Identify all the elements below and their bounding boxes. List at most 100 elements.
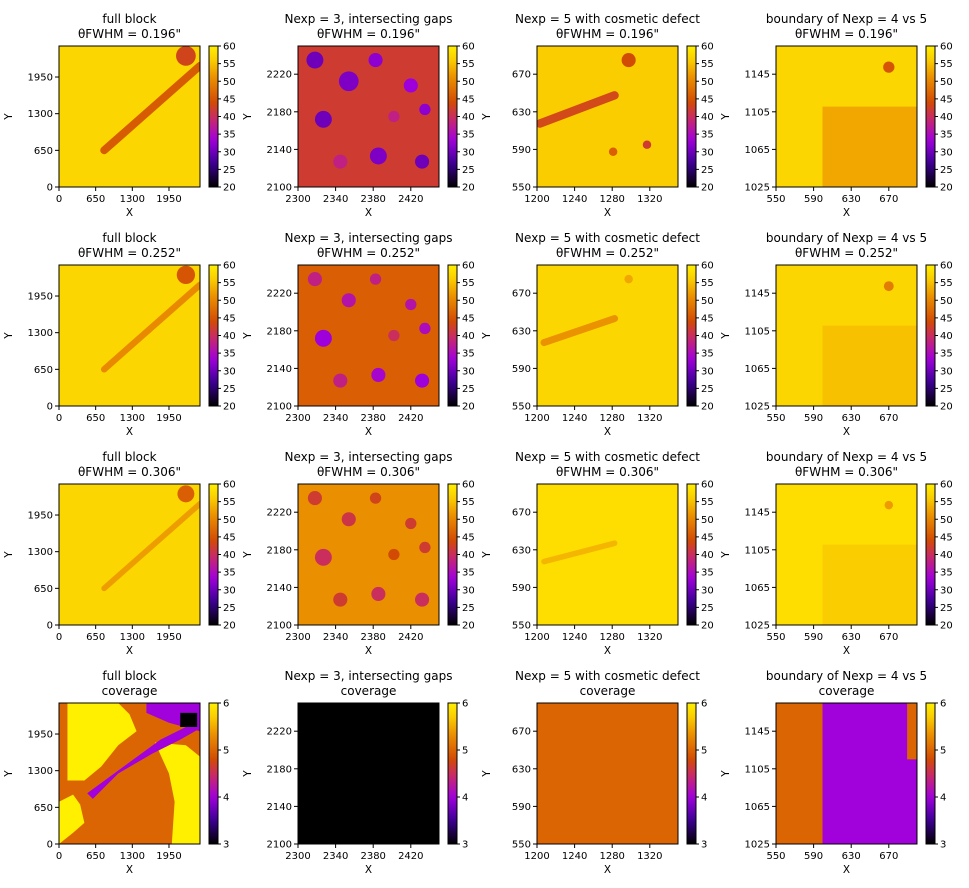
axes-frame	[58, 702, 201, 845]
heatmap-image	[537, 703, 678, 844]
x-tick-label: 630	[842, 194, 861, 205]
colorbar-tick-label: 35	[940, 130, 953, 141]
x-tick-label: 2380	[360, 413, 385, 424]
colorbar-tick-label: 40	[701, 550, 714, 561]
y-axis-label: Y	[242, 770, 254, 778]
colorbar-tick-label: 50	[223, 515, 236, 526]
heatmap-image	[776, 265, 917, 406]
panel-1-2: 1200 1240 1280 1320 550 590 630 670 X Y Nexp = 5 w…	[481, 231, 714, 438]
heatmap-blob	[884, 500, 894, 510]
heatmap-band	[101, 500, 200, 592]
x-tick-label: 2300	[285, 851, 310, 862]
y-tick-label: 630	[512, 326, 531, 337]
x-tick-label: 1300	[120, 194, 145, 205]
colorbar-tick-label: 55	[940, 59, 953, 70]
heatmap-blob	[307, 272, 322, 287]
x-axis-label: X	[604, 645, 611, 657]
heatmap-image	[59, 265, 200, 406]
colorbar-tick-label: 35	[462, 568, 475, 579]
y-tick-label: 0	[47, 621, 53, 632]
heatmap-region	[822, 106, 917, 187]
colorbar-tick-label: 25	[223, 165, 236, 176]
colorbar	[208, 483, 219, 626]
colorbar-tick-label: 40	[940, 331, 953, 342]
colorbar-tick-label: 20	[940, 402, 953, 413]
colorbar-tick-label: 20	[940, 183, 953, 194]
coverage-region	[822, 703, 917, 844]
axes-frame	[775, 45, 918, 188]
colorbar-tick-label: 45	[940, 313, 953, 324]
coverage-region	[154, 742, 200, 844]
colorbar-tick-label: 35	[223, 130, 236, 141]
panel-title: Nexp = 5 with cosmetic defect	[515, 12, 700, 26]
x-tick-label: 2420	[398, 413, 423, 424]
colorbar	[686, 702, 697, 845]
axes-frame	[775, 483, 918, 626]
colorbar-tick-label: 50	[223, 296, 236, 307]
x-axis-label: X	[604, 207, 611, 219]
colorbar-tick-label: 20	[462, 621, 475, 632]
heatmap-blob	[419, 103, 431, 116]
y-tick-label: 590	[512, 802, 531, 813]
y-tick-label: 0	[47, 840, 53, 851]
heatmap-blob	[624, 274, 633, 284]
colorbar-tick-label: 55	[223, 278, 236, 289]
heatmap-blob	[176, 46, 196, 66]
y-tick-label: 2100	[267, 402, 292, 413]
heatmap-blob	[368, 53, 383, 68]
x-tick-label: 550	[766, 413, 785, 424]
y-tick-label: 630	[512, 107, 531, 118]
heatmap-blob	[306, 51, 324, 69]
heatmap-background	[298, 703, 439, 844]
panel-subtitle: θFWHM = 0.196"	[78, 27, 181, 41]
panel-title: full block	[102, 669, 156, 683]
x-tick-label: 1240	[562, 632, 587, 643]
y-tick-label: 1105	[745, 326, 770, 337]
x-tick-label: 1950	[156, 413, 181, 424]
x-axis-label: X	[126, 645, 133, 657]
colorbar-tick-label: 45	[940, 532, 953, 543]
y-tick-label: 2100	[267, 183, 292, 194]
panel-title: Nexp = 5 with cosmetic defect	[515, 669, 700, 683]
y-tick-label: 550	[512, 183, 531, 194]
panel-subtitle: θFWHM = 0.196"	[795, 27, 898, 41]
colorbar-tick-label: 40	[223, 331, 236, 342]
y-tick-label: 1065	[745, 145, 770, 156]
y-tick-label: 2140	[267, 583, 292, 594]
colorbar-tick-label: 55	[701, 59, 714, 70]
y-tick-label: 650	[34, 584, 53, 595]
x-tick-label: 550	[766, 632, 785, 643]
panel-subtitle: θFWHM = 0.306"	[556, 465, 659, 479]
colorbar-tick-label: 30	[223, 585, 236, 596]
x-tick-label: 2300	[285, 194, 310, 205]
panel-subtitle: θFWHM = 0.252"	[795, 246, 898, 260]
x-tick-label: 650	[86, 632, 105, 643]
colorbar-tick-label: 35	[223, 349, 236, 360]
x-tick-label: 2380	[360, 194, 385, 205]
colorbar-tick-label: 50	[701, 296, 714, 307]
y-tick-label: 2180	[267, 764, 292, 775]
x-tick-label: 0	[56, 194, 62, 205]
colorbar-tick-label: 55	[223, 59, 236, 70]
y-tick-label: 2100	[267, 621, 292, 632]
panel-title: full block	[102, 12, 156, 26]
heatmap-image	[537, 46, 678, 187]
panel-title: boundary of Nexp = 4 vs 5	[766, 12, 927, 26]
x-tick-label: 1300	[120, 851, 145, 862]
x-tick-label: 1320	[637, 632, 662, 643]
colorbar-tick-label: 20	[223, 402, 236, 413]
y-tick-label: 1300	[28, 547, 53, 558]
x-tick-label: 2420	[398, 194, 423, 205]
x-tick-label: 1200	[524, 632, 549, 643]
y-tick-label: 2220	[267, 289, 292, 300]
heatmap-band	[537, 91, 619, 128]
colorbar-tick-label: 60	[701, 480, 714, 491]
x-axis-label: X	[365, 426, 372, 438]
heatmap-blob	[415, 592, 430, 607]
x-tick-label: 630	[842, 413, 861, 424]
panel-1-1: 2300 2340 2380 2420 2100 2140 2180 2220 X Y Nexp =…	[242, 231, 475, 438]
heatmap-blob	[369, 492, 382, 504]
x-tick-label: 1200	[524, 413, 549, 424]
heatmap-image	[59, 484, 200, 625]
